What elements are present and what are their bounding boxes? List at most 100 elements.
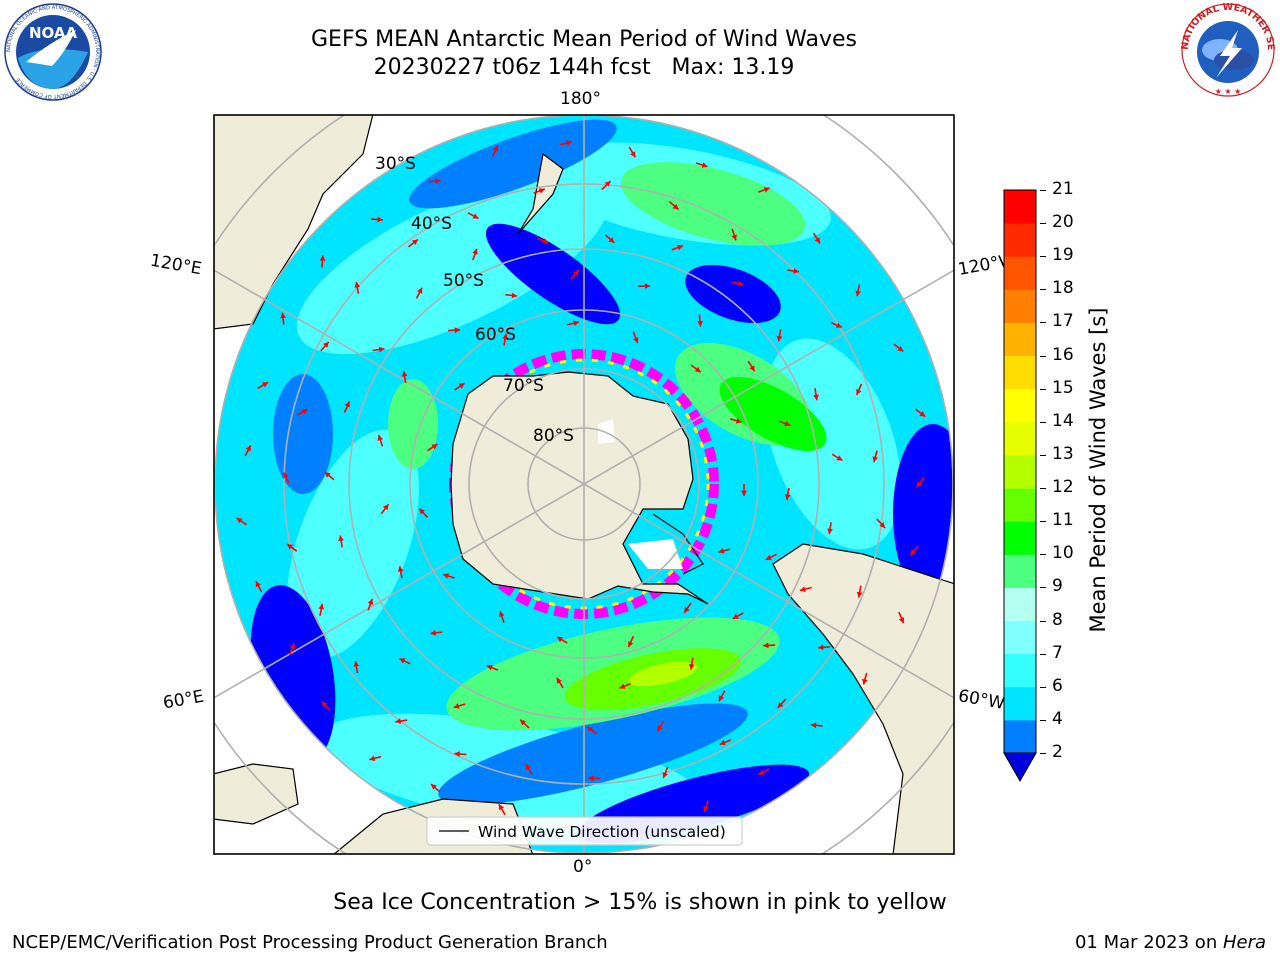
wave-arrow-head xyxy=(556,677,562,684)
wave-arrow-head xyxy=(588,775,594,782)
colorbar xyxy=(1003,189,1037,783)
wave-arrow-head xyxy=(431,784,437,790)
colorbar-tick-mark xyxy=(1040,753,1046,754)
wave-arrow-head xyxy=(344,401,350,408)
wave-arrow-head xyxy=(697,321,703,327)
wave-arrow-head xyxy=(608,237,615,243)
svg-text:Wind Wave Direction (unscaled): Wind Wave Direction (unscaled) xyxy=(478,823,726,841)
wave-arrow-head xyxy=(856,591,863,598)
wave-arrow-head xyxy=(916,481,923,488)
colorbar-band xyxy=(1004,190,1036,224)
wave-arrow-head xyxy=(401,371,408,377)
colorbar-tick-label: 19 xyxy=(1052,245,1074,266)
colorbar-tick-mark xyxy=(1040,322,1046,324)
colorbar-tick-label: 17 xyxy=(1052,311,1074,332)
wave-arrow-head xyxy=(542,238,549,244)
colorbar-band xyxy=(1004,421,1036,456)
colorbar-tick-label: 13 xyxy=(1052,443,1074,464)
lon-label-0: 0° xyxy=(573,857,593,877)
wave-arrow-head xyxy=(701,162,708,168)
wave-arrow-head xyxy=(287,544,294,550)
colorbar-band xyxy=(1004,256,1036,290)
map-subtitle: 20230227 t06z 144h fcst Max: 13.19 xyxy=(373,55,795,80)
wave-arrow-head xyxy=(703,806,709,812)
colorbar-tick-mark xyxy=(1040,454,1046,456)
wave-arrow-head xyxy=(898,617,905,624)
wave-arrow-head xyxy=(818,644,824,651)
wave-arrow-head xyxy=(684,606,690,613)
wave-arrow-head xyxy=(399,658,406,664)
colorbar-tick-mark xyxy=(1040,289,1046,291)
wave-arrow-head xyxy=(836,455,843,461)
colorbar-tick-label: 18 xyxy=(1052,278,1074,299)
wave-arrow-head xyxy=(688,664,695,670)
colorbar-band xyxy=(1004,554,1036,588)
wave-arrow-head xyxy=(758,769,765,775)
wave-arrow-head xyxy=(283,472,289,479)
colorbar-tick-label: 8 xyxy=(1052,609,1063,630)
wave-arrow-head xyxy=(377,435,384,441)
wave-arrow-head xyxy=(324,472,331,478)
polar-map: 30°S 40°S 50°S 60°S 70°S 80°S Wind Wave … xyxy=(213,114,955,855)
wave-arrow-head xyxy=(280,312,286,319)
colorbar-tick-label: 20 xyxy=(1052,212,1074,233)
colorbar-band xyxy=(1004,719,1036,754)
wave-arrow-head xyxy=(412,239,418,245)
colorbar-band xyxy=(1004,388,1036,423)
wave-arrow-head xyxy=(354,282,361,288)
wave-arrow-head xyxy=(737,280,744,287)
wave-arrow-head xyxy=(763,187,770,193)
wave-arrow-head xyxy=(417,287,423,294)
colorbar-tick-label: 15 xyxy=(1052,377,1074,398)
wave-arrow-head xyxy=(919,411,926,417)
wave-arrow-head xyxy=(827,528,833,535)
wave-arrow-head xyxy=(765,554,772,560)
colorbar-tick-label: 9 xyxy=(1052,576,1063,597)
wave-arrow-head xyxy=(718,548,725,554)
wave-arrow-head xyxy=(395,718,401,724)
wave-arrow-head xyxy=(586,726,593,733)
colorbar-tick-mark xyxy=(1040,256,1046,258)
wave-arrow-head xyxy=(735,418,742,424)
lat-label-60s: 60°S xyxy=(475,325,516,345)
wave-arrow-head xyxy=(566,140,572,146)
wave-arrow-head xyxy=(538,188,545,194)
map-legend: Wind Wave Direction (unscaled) xyxy=(426,816,743,846)
wave-arrow-head xyxy=(573,320,579,327)
lat-label-50s: 50°S xyxy=(443,271,484,291)
wave-arrow-head xyxy=(319,255,326,261)
wave-arrow-head xyxy=(289,643,295,650)
colorbar-tick-mark xyxy=(1040,554,1046,556)
lat-label-40s: 40°S xyxy=(411,214,452,234)
colorbar-tick-mark xyxy=(1040,587,1046,589)
wave-arrow-head xyxy=(472,248,478,255)
colorbar-tick-mark xyxy=(1040,388,1046,390)
colorbar-tick-mark xyxy=(1040,421,1046,423)
colorbar-tick-mark xyxy=(1040,719,1046,721)
wave-arrow-head xyxy=(318,603,325,610)
wave-arrow-head xyxy=(431,444,438,450)
wave-arrow-head xyxy=(454,751,460,757)
wave-arrow-head xyxy=(367,598,374,605)
wave-arrow-head xyxy=(718,695,724,702)
wave-arrow-head xyxy=(719,739,726,746)
colorbar-extend-triangle xyxy=(1003,752,1037,783)
wave-arrow-head xyxy=(499,611,505,618)
lon-label-120e: 120°E xyxy=(148,250,204,280)
wave-arrow-head xyxy=(472,213,479,219)
wave-arrow-head xyxy=(799,586,806,592)
wave-arrow-head xyxy=(604,181,611,187)
wave-arrow-head xyxy=(236,518,243,524)
colorbar-tick-mark xyxy=(1040,190,1046,191)
wave-arrow-head xyxy=(814,237,820,244)
wave-arrow-head xyxy=(784,494,791,500)
wave-arrow-head xyxy=(255,581,261,588)
wave-arrow-head xyxy=(301,409,308,415)
lon-label-60w: 60°W xyxy=(956,686,1007,714)
svg-text:NOAA: NOAA xyxy=(29,24,78,42)
colorbar-tick-label: 7 xyxy=(1052,642,1063,663)
wave-arrow-head xyxy=(502,333,508,340)
wave-arrow-head xyxy=(454,327,461,334)
wave-arrow-head xyxy=(486,665,493,671)
wave-arrow-head xyxy=(784,420,791,427)
